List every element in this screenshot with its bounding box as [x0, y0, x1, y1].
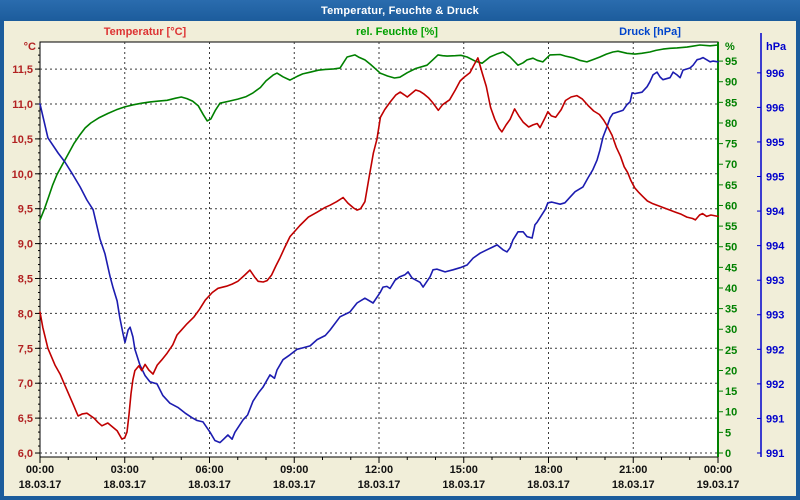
x-axis-date-label: 18.03.17 — [188, 479, 231, 491]
pressure-axis-tick-label: 992 — [766, 344, 784, 356]
humidity-axis-unit-label: % — [725, 41, 735, 53]
pressure-axis-header: Druck [hPa] — [619, 26, 681, 38]
humidity-axis-tick-label: 30 — [725, 324, 737, 336]
window-title-bar[interactable]: Temperatur, Feuchte & Druck — [0, 0, 800, 21]
humidity-axis-tick-label: 40 — [725, 283, 737, 295]
temp-axis-tick-label: 6,5 — [18, 413, 33, 425]
temp-axis-tick-label: 11,5 — [12, 64, 33, 76]
humidity-axis-tick-label: 65 — [725, 180, 737, 192]
x-axis-date-label: 19.03.17 — [697, 479, 740, 491]
x-axis-time-label: 15:00 — [450, 464, 478, 476]
x-axis-time-label: 06:00 — [195, 464, 223, 476]
temp-axis-tick-label: 9,0 — [18, 239, 33, 251]
humidity-series-line — [39, 44, 719, 221]
x-axis: 00:00 18.03.17 03:00 18.03.17 06:00 18.03.17 0… — [19, 457, 740, 491]
temperature-axis: 6,0 6,5 7,0 7,5 8,0 8,5 9,0 9,5 10,0 10,5 11,0 11,5 — [12, 47, 40, 460]
chart-content: Temperatur [°C] rel. Feuchte [%] Druck [hP… — [4, 21, 796, 496]
humidity-axis-tick-label: 45 — [725, 262, 737, 274]
temp-axis-tick-label: 9,5 — [18, 204, 33, 216]
x-axis-time-label: 21:00 — [619, 464, 647, 476]
temp-axis-tick-label: 10,0 — [12, 169, 33, 181]
pressure-axis-tick-label: 991 — [766, 448, 784, 460]
window-title-text: Temperatur, Feuchte & Druck — [320, 4, 479, 17]
pressure-axis-tick-label: 993 — [766, 275, 784, 287]
temperature-series-line — [39, 57, 719, 440]
humidity-axis-tick-label: 95 — [725, 56, 737, 68]
pressure-axis-unit-label: hPa — [766, 41, 787, 53]
humidity-axis-tick-label: 15 — [725, 386, 737, 398]
x-axis-date-label: 18.03.17 — [273, 479, 316, 491]
x-axis-date-label: 18.03.17 — [612, 479, 655, 491]
x-axis-time-label: 18:00 — [534, 464, 562, 476]
pressure-axis-tick-label: 991 — [766, 413, 784, 425]
chart-canvas: Temperatur [°C] rel. Feuchte [%] Druck [hP… — [12, 26, 787, 491]
temp-axis-tick-label: 8,0 — [18, 308, 33, 320]
temp-axis-tick-label: 6,0 — [18, 448, 33, 460]
humidity-axis-tick-label: 10 — [725, 407, 737, 419]
humidity-axis-tick-label: 35 — [725, 304, 737, 316]
x-axis-time-label: 00:00 — [704, 464, 732, 476]
humidity-axis-tick-label: 55 — [725, 221, 737, 233]
pressure-axis-tick-label: 996 — [766, 102, 784, 114]
pressure-axis: 991 991 992 992 993 993 994 994 995 995 996 996 — [757, 33, 785, 460]
x-axis-date-label: 18.03.17 — [527, 479, 570, 491]
temp-axis-tick-label: 10,5 — [12, 134, 33, 146]
humidity-axis-tick-label: 5 — [725, 427, 731, 439]
humidity-axis-tick-label: 70 — [725, 159, 737, 171]
temp-axis-tick-label: 8,5 — [18, 274, 33, 286]
pressure-axis-tick-label: 992 — [766, 379, 784, 391]
pressure-axis-tick-label: 994 — [766, 206, 785, 218]
x-axis-time-label: 09:00 — [280, 464, 308, 476]
gridlines — [40, 42, 718, 457]
humidity-axis-tick-label: 20 — [725, 365, 737, 377]
humidity-axis-header: rel. Feuchte [%] — [356, 26, 438, 38]
pressure-axis-tick-label: 994 — [766, 241, 785, 253]
x-axis-date-label: 18.03.17 — [103, 479, 146, 491]
x-axis-time-label: 12:00 — [365, 464, 393, 476]
temp-axis-tick-label: 11,0 — [12, 99, 33, 111]
pressure-axis-tick-label: 996 — [766, 68, 784, 80]
x-axis-time-label: 00:00 — [26, 464, 54, 476]
x-axis-date-label: 18.03.17 — [442, 479, 485, 491]
humidity-axis-tick-label: 60 — [725, 200, 737, 212]
temp-axis-tick-label: 7,5 — [18, 343, 33, 355]
humidity-axis-tick-label: 0 — [725, 448, 731, 460]
humidity-axis-tick-label: 75 — [725, 139, 737, 151]
pressure-axis-tick-label: 993 — [766, 310, 784, 322]
pressure-series-line — [39, 56, 719, 444]
humidity-axis-tick-label: 85 — [725, 97, 737, 109]
temperature-axis-unit-label: °C — [24, 41, 36, 53]
x-axis-time-label: 03:00 — [111, 464, 139, 476]
pressure-axis-tick-label: 995 — [766, 137, 784, 149]
humidity-axis-tick-label: 25 — [725, 345, 737, 357]
humidity-axis-tick-label: 90 — [725, 77, 737, 89]
temp-axis-tick-label: 7,0 — [18, 378, 33, 390]
pressure-axis-tick-label: 995 — [766, 172, 784, 184]
humidity-axis-tick-label: 80 — [725, 118, 737, 130]
x-axis-date-label: 18.03.17 — [19, 479, 62, 491]
humidity-axis-tick-label: 50 — [725, 242, 737, 254]
humidity-axis: 0 5 10 15 20 25 30 35 40 45 50 55 60 65 70 75 80 85 90 95 — [717, 42, 737, 460]
temperature-axis-header: Temperatur [°C] — [104, 26, 187, 38]
x-axis-date-label: 18.03.17 — [358, 479, 401, 491]
